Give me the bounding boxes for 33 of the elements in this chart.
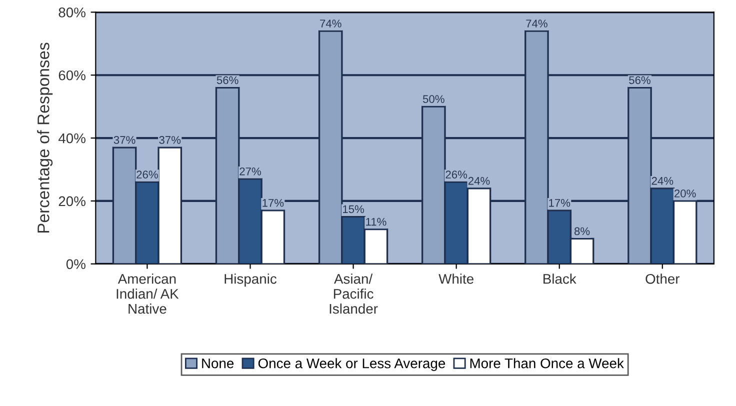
data-label: 17%: [549, 199, 570, 207]
data-label: 27%: [240, 167, 261, 176]
data-label: 37%: [114, 136, 136, 144]
y-axis-title: Percentage of Responses: [37, 42, 53, 233]
y-tick-label: 40%: [58, 133, 86, 144]
legend-label: More Than Once a Week: [470, 358, 624, 368]
data-label: 11%: [366, 218, 386, 226]
y-tick-label: 0%: [66, 259, 86, 270]
data-label: 56%: [216, 76, 238, 84]
x-tick-label: Other: [646, 274, 680, 284]
x-tick-label: White: [438, 274, 474, 284]
y-tick-label: 60%: [58, 70, 86, 80]
data-label: 17%: [262, 199, 284, 207]
x-tick-label: Black: [544, 274, 576, 284]
x-tick-label: American Indian/ AK Native: [116, 274, 179, 314]
legend-label: Once a Week or Less Average: [258, 358, 446, 372]
data-label: 37%: [159, 136, 181, 144]
data-label: 26%: [446, 170, 468, 179]
x-tick-label: Hispanic: [224, 274, 277, 287]
data-label: 24%: [652, 176, 674, 185]
data-label: 26%: [136, 170, 158, 179]
data-label: 50%: [422, 95, 444, 103]
data-label: 56%: [629, 76, 650, 84]
legend-label: None: [202, 358, 234, 368]
x-tick-label: Asian/ Pacific Islander: [330, 274, 378, 314]
data-label: 20%: [674, 190, 696, 198]
y-tick-label: 80%: [58, 8, 86, 18]
y-tick-label: 20%: [58, 196, 86, 206]
data-label: 74%: [526, 20, 548, 28]
data-label: 74%: [320, 20, 342, 28]
data-label: 8%: [574, 227, 590, 236]
data-label: 15%: [343, 205, 364, 214]
data-label: 24%: [468, 176, 490, 185]
